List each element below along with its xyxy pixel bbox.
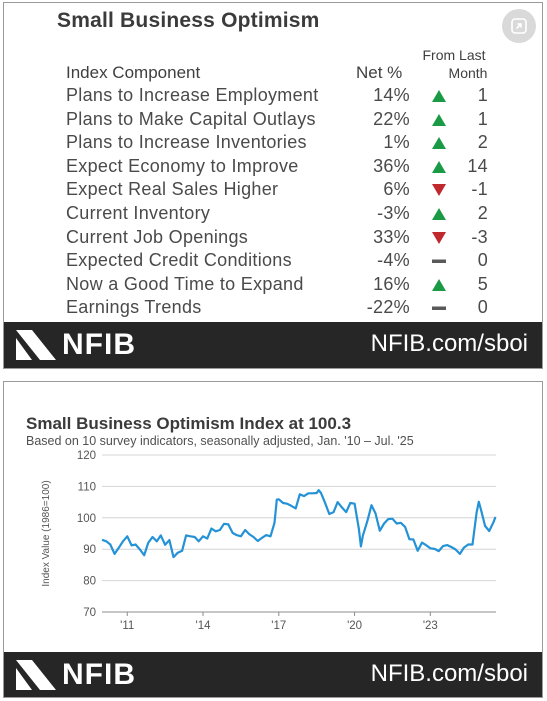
- header-net: Net %: [356, 63, 403, 82]
- net-percent: -3%: [377, 203, 410, 223]
- table-footer: NFIB NFIB.com/sboi: [4, 322, 542, 368]
- change-value: 5: [477, 273, 488, 294]
- no-change-dash-icon: [432, 259, 446, 264]
- header-component: Index Component: [66, 63, 201, 82]
- net-percent: -22%: [366, 297, 410, 318]
- optimism-table-card: Small Business Optimism Index Component …: [3, 2, 543, 369]
- x-tick-label: '20: [347, 620, 362, 632]
- table-row: Current Inventory -3% 2: [4, 203, 542, 226]
- optimism-chart-card: Small Business Optimism Index at 100.3 B…: [3, 381, 543, 698]
- net-percent: 16%: [373, 273, 410, 294]
- x-tick-label: '11: [120, 620, 134, 632]
- table-row: Current Job Openings 33% -3: [4, 226, 542, 250]
- x-tick-label: '14: [196, 620, 212, 632]
- nfib-logo-mark: [16, 330, 56, 360]
- y-axis-label: Index Value (1986=100): [41, 480, 52, 586]
- component-label: Plans to Increase Inventories: [66, 132, 307, 153]
- logo-text: NFIB: [62, 658, 136, 691]
- component-label: Plans to Make Capital Outlays: [66, 108, 316, 129]
- nfib-logo-mark: [16, 660, 56, 690]
- index-series-line: [101, 489, 497, 559]
- nfib-logo[interactable]: NFIB: [14, 658, 136, 692]
- up-arrow-icon: [432, 90, 446, 102]
- net-percent: 6%: [383, 179, 410, 200]
- y-tick-label: 110: [78, 481, 96, 493]
- nfib-logo[interactable]: NFIB: [14, 328, 136, 362]
- change-value: -3: [471, 226, 488, 247]
- change-value: -1: [471, 179, 488, 200]
- table-row: Plans to Make Capital Outlays 22% 1: [4, 108, 542, 132]
- header-month: Month: [448, 65, 488, 81]
- chart-title: Small Business Optimism Index at 100.3: [26, 414, 352, 433]
- sboi-link[interactable]: NFIB.com/sboi: [370, 330, 528, 357]
- change-value: 2: [477, 203, 488, 223]
- table-row: Earnings Trends -22% 0: [4, 297, 542, 320]
- header-from-last: From Last: [422, 47, 486, 63]
- y-tick-label: 80: [83, 576, 96, 588]
- table-row: Expect Real Sales Higher 6% -1: [4, 179, 542, 202]
- down-arrow-icon: [432, 231, 446, 244]
- y-tick-label: 90: [83, 544, 96, 556]
- up-arrow-icon: [432, 113, 446, 126]
- net-percent: 14%: [373, 85, 410, 105]
- expand-icon: [511, 18, 527, 34]
- change-value: 0: [477, 297, 488, 318]
- component-label: Current Job Openings: [66, 226, 249, 247]
- component-label: Current Inventory: [66, 203, 211, 223]
- net-percent: 1%: [383, 132, 410, 153]
- component-label: Expect Economy to Improve: [66, 155, 299, 176]
- sboi-link[interactable]: NFIB.com/sboi: [370, 660, 528, 687]
- change-value: 14: [467, 155, 488, 176]
- chart-subtitle: Based on 10 survey indicators, seasonall…: [26, 434, 414, 448]
- component-label: Expect Real Sales Higher: [66, 179, 279, 200]
- component-label: Now a Good Time to Expand: [66, 273, 304, 294]
- up-arrow-icon: [432, 160, 446, 173]
- x-tick-label: '23: [423, 620, 438, 632]
- up-arrow-icon: [432, 208, 446, 220]
- table-row: Expect Economy to Improve 36% 14: [4, 155, 542, 179]
- change-value: 1: [477, 108, 488, 129]
- component-label: Plans to Increase Employment: [66, 85, 319, 105]
- no-change-dash-icon: [432, 306, 446, 311]
- up-arrow-icon: [432, 278, 446, 291]
- net-percent: 22%: [373, 108, 410, 129]
- expand-button[interactable]: [502, 9, 536, 43]
- chart-footer: NFIB NFIB.com/sboi: [4, 652, 542, 697]
- y-tick-label: 70: [83, 607, 96, 619]
- table-row: Plans to Increase Employment 14% 1: [4, 85, 542, 108]
- net-percent: 33%: [373, 226, 410, 247]
- change-value: 2: [477, 132, 488, 153]
- table-row: Plans to Increase Inventories 1% 2: [4, 132, 542, 155]
- table-row: Expected Credit Conditions -4% 0: [4, 250, 542, 273]
- logo-text: NFIB: [62, 328, 136, 361]
- component-label: Expected Credit Conditions: [66, 250, 292, 271]
- up-arrow-icon: [432, 137, 446, 150]
- change-value: 0: [477, 250, 488, 271]
- net-percent: -4%: [377, 250, 410, 271]
- change-value: 1: [477, 85, 488, 105]
- x-tick-label: '17: [271, 620, 286, 632]
- table-title: Small Business Optimism: [57, 9, 320, 32]
- table-row: Now a Good Time to Expand 16% 5: [4, 273, 542, 297]
- net-percent: 36%: [373, 155, 410, 176]
- down-arrow-icon: [432, 184, 446, 197]
- y-tick-label: 120: [77, 450, 96, 462]
- component-label: Earnings Trends: [66, 297, 202, 318]
- optimism-line-chart: 70 80 90 100 110 120 '11 '14 '17 '20 '23 Index Valu…: [41, 450, 497, 632]
- y-tick-label: 100: [77, 513, 96, 525]
